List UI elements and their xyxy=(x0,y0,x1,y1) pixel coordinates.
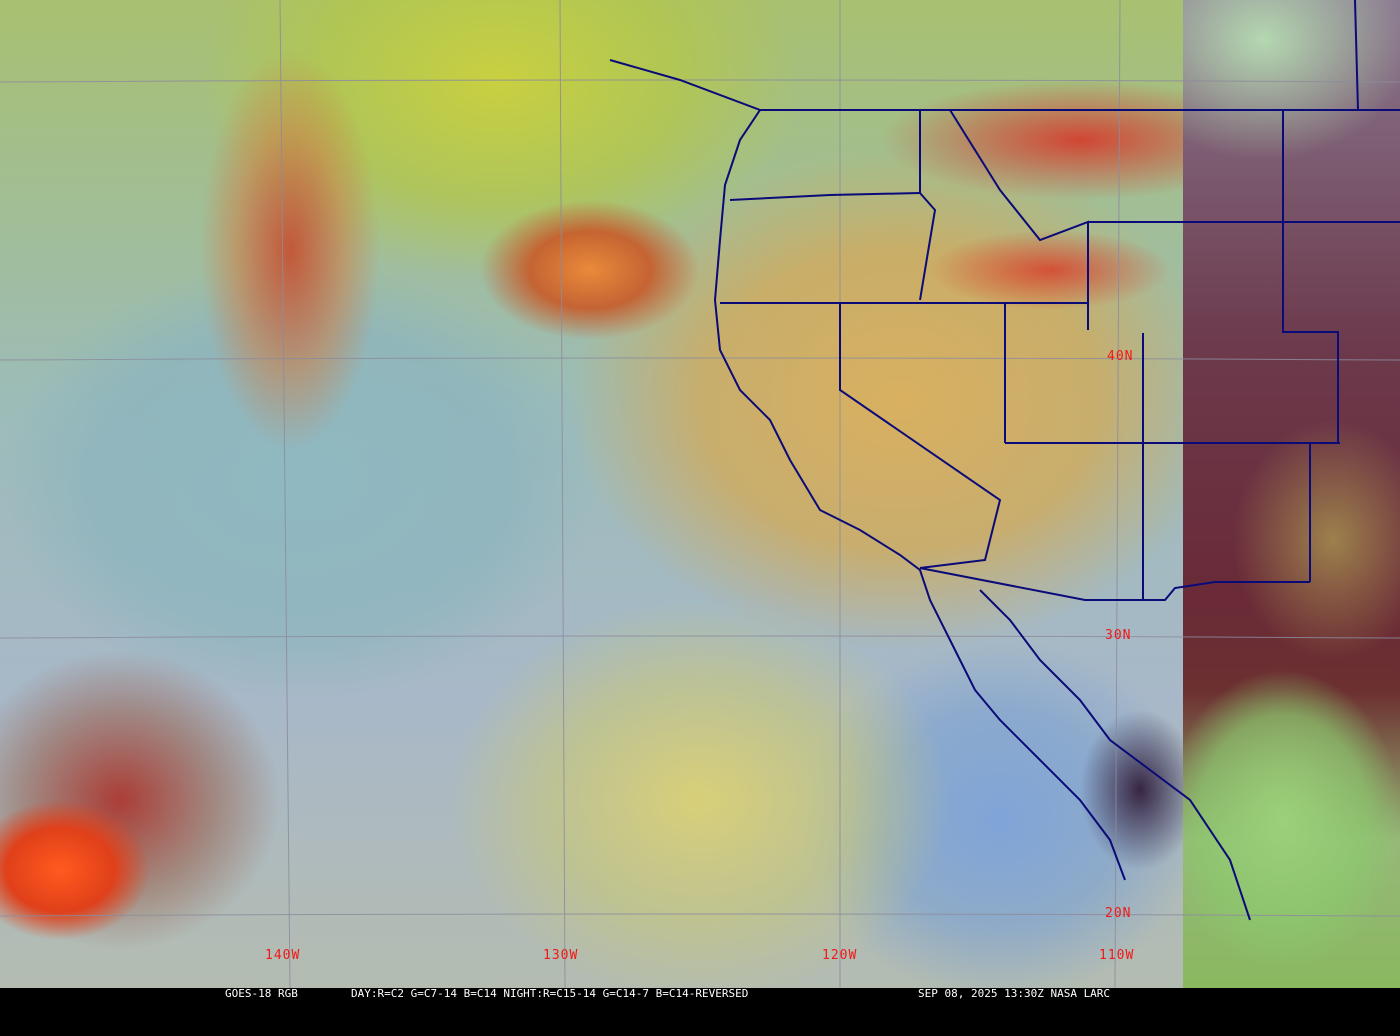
lat-label-20n: 20N xyxy=(1105,906,1132,921)
night-region-panel xyxy=(1183,0,1400,988)
dakota-border xyxy=(1354,0,1359,111)
lat-label-30n: 30N xyxy=(1105,628,1132,643)
grid-line-110w xyxy=(1114,0,1121,988)
grid-line-140w xyxy=(279,0,291,988)
political-borders xyxy=(609,0,1400,921)
lon-label-130w: 130W xyxy=(543,948,579,963)
caption-recipe: DAY:R=C2 G=C7-14 B=C14 NIGHT:R=C15-14 G=… xyxy=(351,987,749,1000)
lon-label-140w: 140W xyxy=(265,948,301,963)
montana-border xyxy=(1282,110,1400,223)
california-nevada-border xyxy=(839,303,1002,569)
satellite-image: 140W 130W 120W 110W 40N 30N 20N xyxy=(0,0,1400,1000)
grid-line-40n xyxy=(0,357,1400,361)
lon-label-120w: 120W xyxy=(822,948,858,963)
caption-timestamp: SEP 08, 2025 13:30Z NASA LARC xyxy=(918,987,1111,1000)
baja-east-coast xyxy=(979,589,1251,921)
oregon-idaho-border xyxy=(919,110,937,301)
us-mexico-border xyxy=(919,567,1310,601)
image-caption-bar: GOES-18 RGB DAY:R=C2 G=C7-14 B=C14 NIGHT… xyxy=(0,988,1400,1000)
grid-line-30n xyxy=(0,635,1400,639)
grid-line-130w xyxy=(559,0,566,988)
lat-lon-grid xyxy=(0,0,1400,988)
lat-label-40n: 40N xyxy=(1107,349,1134,364)
washington-oregon-border xyxy=(729,192,921,201)
grid-line-20n xyxy=(0,913,1400,917)
grid-line-50n xyxy=(0,79,1400,83)
wyoming-border xyxy=(1088,221,1339,443)
map-overlay xyxy=(0,0,1400,988)
lon-label-110w: 110W xyxy=(1099,948,1135,963)
idaho-border xyxy=(949,109,1089,330)
coastline xyxy=(609,59,1126,881)
caption-satellite: GOES-18 RGB xyxy=(225,987,298,1000)
